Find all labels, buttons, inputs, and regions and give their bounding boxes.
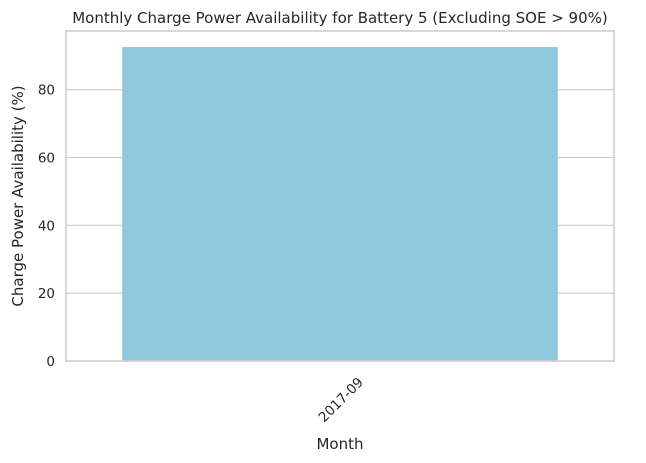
x-ticks: 2017-09 [316, 375, 367, 426]
x-tick-label: 2017-09 [316, 375, 367, 426]
bar-2017-09 [122, 46, 558, 361]
y-tick-label: 0 [46, 354, 55, 370]
plot-frame [65, 30, 615, 362]
bars [122, 46, 558, 361]
y-tick-label: 80 [38, 83, 55, 99]
chart-title: Monthly Charge Power Availability for Ba… [72, 9, 608, 27]
y-tick-label: 60 [38, 151, 55, 167]
y-tick-label: 20 [38, 286, 55, 302]
y-ticks: 0 20 40 60 80 [38, 83, 55, 370]
y-tick-label: 40 [38, 218, 55, 234]
y-axis-label: Charge Power Availability (%) [9, 85, 27, 306]
x-axis-label: Month [316, 435, 363, 453]
